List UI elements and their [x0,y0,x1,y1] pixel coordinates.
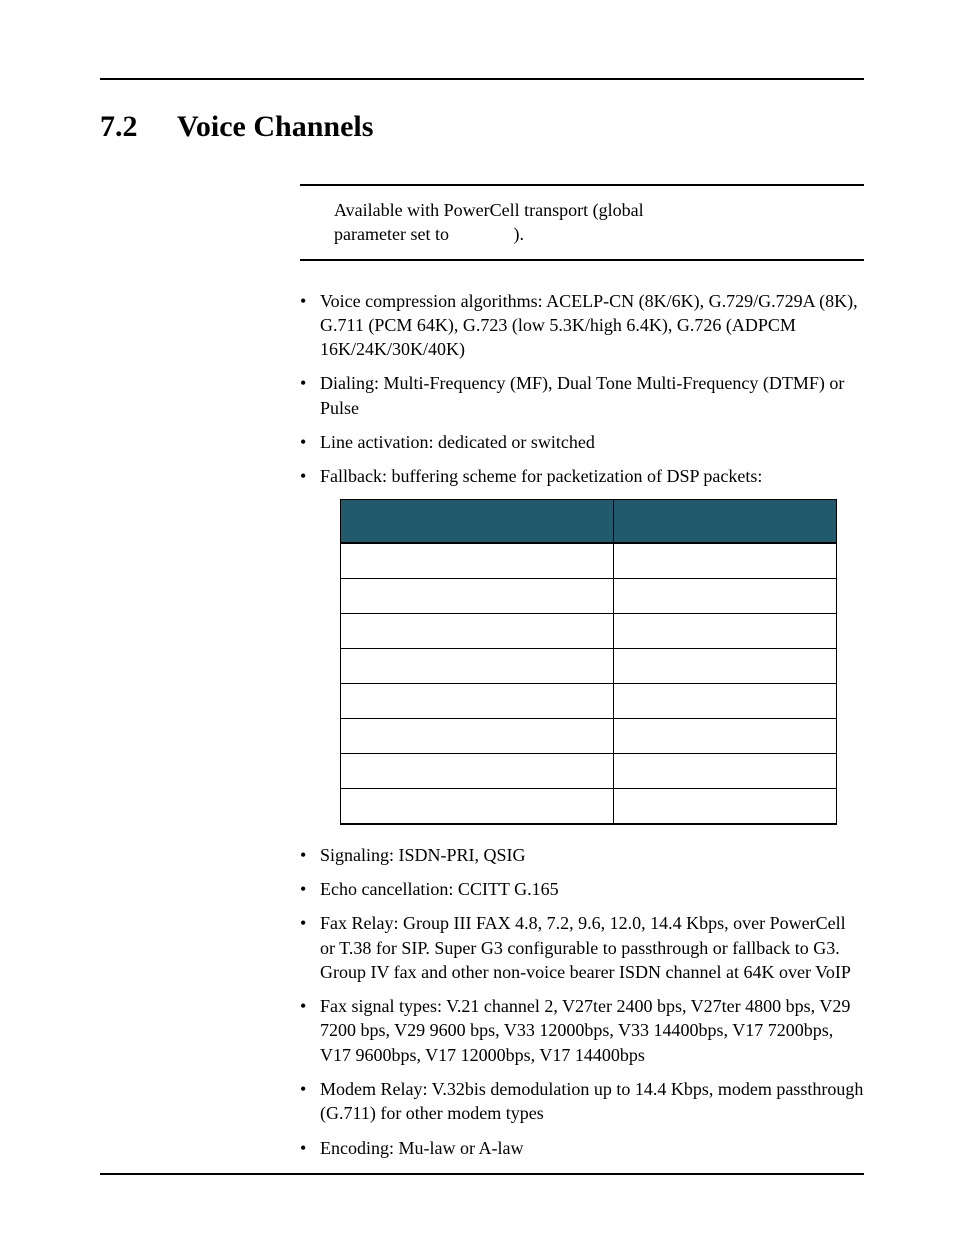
note-part2: parameter [334,224,406,244]
bullet-item: Dialing: Multi-Frequency (MF), Dual Tone… [300,371,864,420]
table-cell [341,578,614,613]
note-box: Available with PowerCell transport (glob… [300,184,864,261]
table-cell [614,718,837,753]
table-row [341,543,837,579]
bullet-list-bottom: Signaling: ISDN-PRI, QSIG Echo cancellat… [300,843,864,1160]
top-rule [100,78,864,80]
table-row [341,648,837,683]
bullet-item: Line activation: dedicated or switched [300,430,864,454]
section-heading: 7.2 Voice Channels [100,110,864,144]
bottom-rule [100,1173,864,1175]
bullet-item: Encoding: Mu-law or A-law [300,1136,864,1160]
table-cell [341,718,614,753]
content-block: Available with PowerCell transport (glob… [300,184,864,1160]
table-row [341,718,837,753]
table-cell [341,683,614,718]
note-part3: set to [410,224,449,244]
section-number: 7.2 [100,110,170,144]
table-cell [614,648,837,683]
bullet-item: Modem Relay: V.32bis demodulation up to … [300,1077,864,1126]
table-cell [614,543,837,579]
table-row [341,788,837,824]
table-cell [614,683,837,718]
table-cell [341,788,614,824]
table-cell [614,613,837,648]
table-row [341,753,837,788]
page: 7.2 Voice Channels Available with PowerC… [0,0,954,1235]
bullet-item: Echo cancellation: CCITT G.165 [300,877,864,901]
fallback-table [340,499,837,825]
table-row [341,613,837,648]
bullet-item: Fallback: buffering scheme for packetiza… [300,464,864,824]
table-cell [614,788,837,824]
table-header-cell [614,499,837,543]
table-header-cell [341,499,614,543]
table-cell [341,613,614,648]
note-part4: ). [513,224,524,244]
table-cell [614,753,837,788]
table-cell [341,543,614,579]
section-title: Voice Channels [177,110,373,143]
table-row [341,683,837,718]
table-cell [341,648,614,683]
bullet-item: Fax Relay: Group III FAX 4.8, 7.2, 9.6, … [300,911,864,984]
table-row [341,578,837,613]
table-cell [614,578,837,613]
bullet-item: Signaling: ISDN-PRI, QSIG [300,843,864,867]
bullet-item: Voice compression algorithms: ACELP-CN (… [300,289,864,362]
bullet-item: Fax signal types: V.21 channel 2, V27ter… [300,994,864,1067]
note-part1: Available with PowerCell transport (glob… [334,200,644,220]
bullet-text: Fallback: buffering scheme for packetiza… [320,466,762,486]
bullet-list-top: Voice compression algorithms: ACELP-CN (… [300,289,864,825]
table-cell [341,753,614,788]
table-header-row [341,499,837,543]
